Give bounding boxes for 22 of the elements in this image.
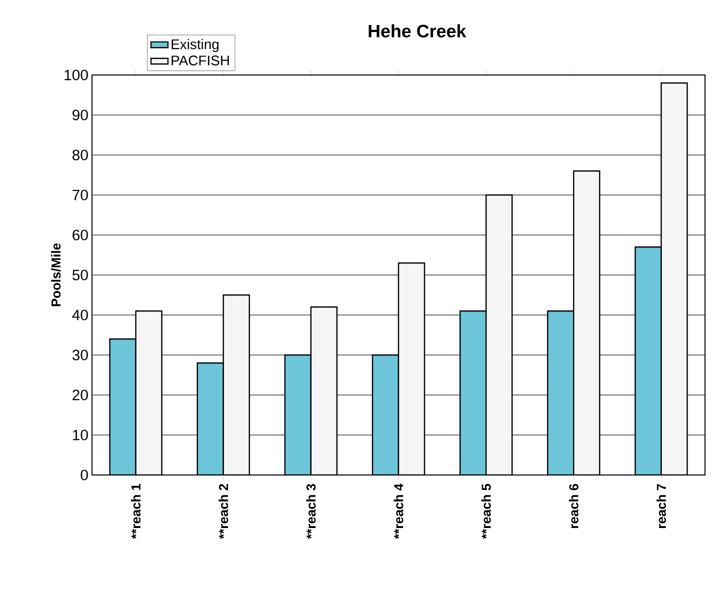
x-tick-label: reach 6 (568, 484, 578, 528)
legend-label: Existing (172, 38, 218, 52)
x-tick-label: reach 7 (656, 484, 666, 528)
y-tick-label: 50 (72, 270, 88, 280)
y-tick-label: 80 (72, 150, 88, 160)
chart-title: Hehe Creek (368, 24, 466, 38)
y-axis-title: Pools/Mile (51, 243, 61, 306)
y-tick-label: 30 (72, 350, 88, 360)
y-tick-label: 40 (72, 310, 88, 320)
y-tick-label: 10 (73, 430, 88, 440)
x-tick-label: **reach 3 (306, 484, 316, 539)
y-tick-label: 0 (80, 470, 88, 480)
x-tick-label: **reach 5 (481, 484, 491, 539)
y-tick-label: 100 (64, 70, 88, 80)
y-tick-label: 20 (72, 390, 88, 400)
x-tick-label: **reach 1 (131, 484, 141, 539)
y-tick-label: 90 (72, 110, 88, 120)
x-tick-label: **reach 4 (394, 484, 404, 539)
legend-label: PACFISH (172, 56, 229, 66)
y-tick-label: 70 (72, 190, 88, 200)
y-tick-label: 60 (72, 230, 88, 240)
x-tick-label: **reach 2 (218, 484, 228, 539)
